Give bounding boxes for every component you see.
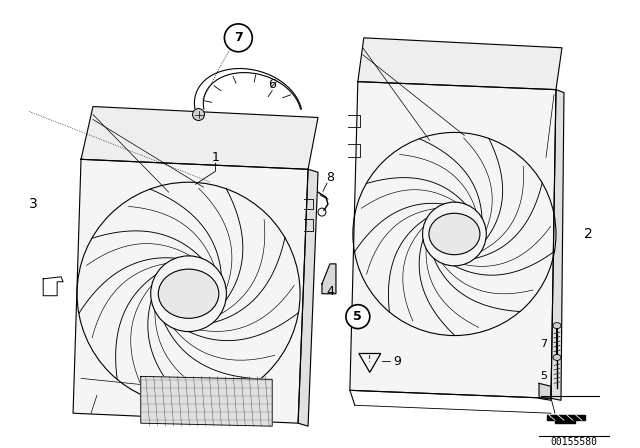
Text: 00155580: 00155580 [550,437,597,447]
Polygon shape [141,376,272,426]
Polygon shape [358,38,562,90]
Circle shape [193,108,205,121]
Polygon shape [547,415,585,423]
Polygon shape [73,159,308,423]
Polygon shape [322,264,336,294]
Text: 6: 6 [268,78,276,91]
Circle shape [346,305,370,328]
Polygon shape [298,169,318,426]
Text: 8: 8 [326,171,334,184]
Text: 7: 7 [540,339,547,349]
Text: 2: 2 [584,227,593,241]
Text: 4: 4 [326,285,334,298]
Text: 9: 9 [394,355,402,368]
Ellipse shape [553,323,561,328]
Text: 5: 5 [540,371,547,381]
Text: 3: 3 [29,197,38,211]
Circle shape [225,24,252,52]
Polygon shape [81,107,318,169]
Ellipse shape [158,269,219,319]
Ellipse shape [553,354,561,361]
Text: !: ! [368,355,371,364]
Polygon shape [551,90,564,400]
Polygon shape [539,383,551,400]
Ellipse shape [429,213,480,255]
Text: 5: 5 [353,310,362,323]
Text: 7: 7 [234,31,243,44]
Polygon shape [350,82,556,398]
Text: 1: 1 [211,151,220,164]
